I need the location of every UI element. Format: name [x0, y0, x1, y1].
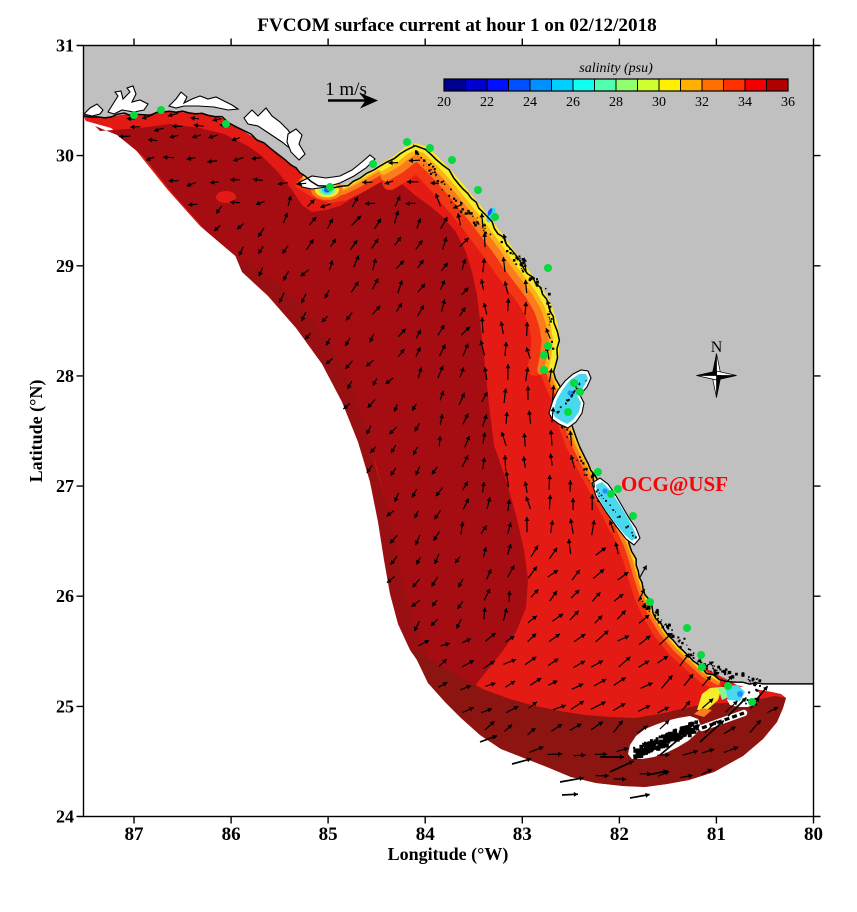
svg-text:1 m/s: 1 m/s [325, 79, 367, 100]
svg-text:30: 30 [652, 95, 666, 110]
svg-text:36: 36 [781, 95, 795, 110]
svg-text:Latitude (°N): Latitude (°N) [26, 380, 47, 483]
svg-text:28: 28 [609, 95, 623, 110]
svg-text:84: 84 [416, 824, 436, 845]
svg-text:27: 27 [56, 476, 74, 496]
svg-text:82: 82 [610, 824, 629, 845]
svg-text:N: N [711, 339, 723, 356]
svg-text:Longitude (°W): Longitude (°W) [388, 844, 509, 865]
svg-text:34: 34 [738, 95, 752, 110]
svg-text:87: 87 [125, 824, 145, 845]
svg-text:80: 80 [804, 824, 823, 845]
svg-text:25: 25 [56, 696, 74, 716]
svg-text:30: 30 [56, 146, 74, 166]
svg-text:22: 22 [480, 95, 494, 110]
svg-text:24: 24 [56, 807, 74, 827]
svg-text:85: 85 [319, 824, 338, 845]
svg-text:26: 26 [566, 95, 580, 110]
svg-text:29: 29 [56, 256, 74, 276]
svg-text:28: 28 [56, 366, 74, 386]
svg-text:26: 26 [56, 586, 74, 606]
svg-text:86: 86 [222, 824, 241, 845]
svg-text:24: 24 [523, 95, 537, 110]
svg-text:83: 83 [513, 824, 532, 845]
svg-text:FVCOM surface current at hour: FVCOM surface current at hour 1 on 02/12… [257, 15, 657, 36]
svg-text:OCG@USF: OCG@USF [621, 472, 728, 496]
svg-text:31: 31 [56, 36, 74, 56]
svg-text:20: 20 [437, 95, 451, 110]
svg-text:salinity (psu): salinity (psu) [579, 61, 653, 76]
svg-text:81: 81 [707, 824, 726, 845]
svg-text:32: 32 [695, 95, 709, 110]
